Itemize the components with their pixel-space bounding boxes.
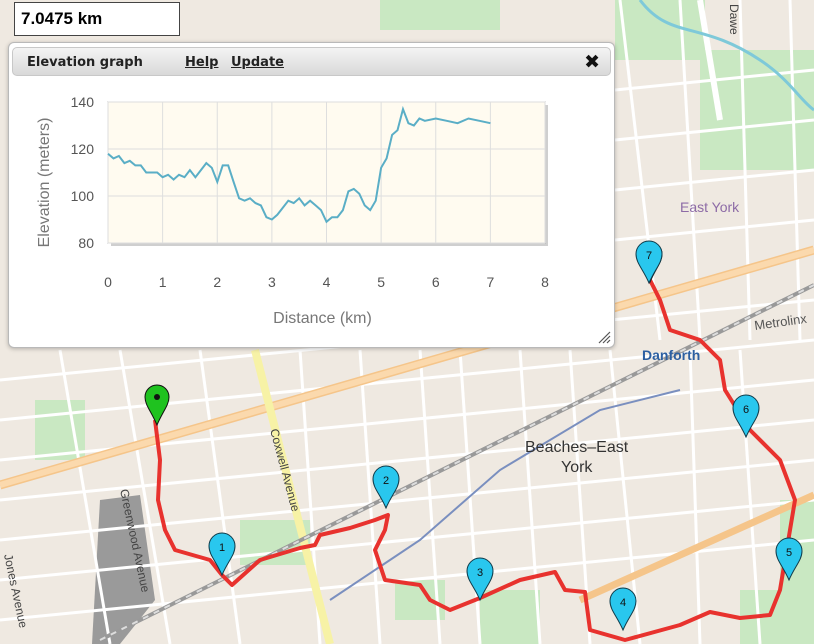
resize-grip-icon[interactable] <box>597 330 611 344</box>
elevation-series-line <box>107 105 491 224</box>
x-tick-label: 6 <box>432 274 440 290</box>
waypoint-marker-5[interactable]: 5 <box>775 537 803 582</box>
waypoint-label-2: 2 <box>383 475 389 487</box>
waypoint-marker-6[interactable]: 6 <box>732 394 760 439</box>
waypoint-label-6: 6 <box>743 404 749 416</box>
elevation-chart: 0 1 2 3 4 5 6 7 8 80 100 120 140 Distance (km) Elevati… <box>36 94 549 327</box>
waypoint-label-4: 4 <box>620 597 626 609</box>
label-dawes: Dawe <box>727 4 741 35</box>
waypoint-label-5: 5 <box>786 547 792 559</box>
label-danforth: Danforth <box>642 347 700 363</box>
y-tick-label: 80 <box>78 235 94 251</box>
help-link[interactable]: Help <box>185 55 219 70</box>
route-path <box>153 279 797 642</box>
label-east-york: East York <box>680 199 740 215</box>
y-tick-label: 120 <box>71 141 95 157</box>
x-tick-label: 4 <box>323 274 331 290</box>
subway-line <box>329 389 681 601</box>
x-tick-label: 5 <box>377 274 385 290</box>
y-axis-label: Elevation (meters) <box>36 118 53 248</box>
creek <box>638 0 814 112</box>
elevation-panel: Elevation graph Help Update ✖ 0 1 2 3 4 5 6 7 8 8… <box>8 42 615 348</box>
rail-line <box>99 283 814 642</box>
waypoint-label-1: 1 <box>219 542 225 554</box>
x-axis-label: Distance (km) <box>273 310 372 327</box>
elevation-panel-title: Elevation graph <box>27 55 143 70</box>
distance-readout: 7.0475 km <box>14 2 180 36</box>
elevation-panel-header[interactable]: Elevation graph Help Update ✖ <box>12 47 611 76</box>
start-marker[interactable] <box>144 384 170 427</box>
label-beaches-east-york-1: Beaches–East <box>525 439 629 456</box>
waypoint-marker-7[interactable]: 7 <box>635 240 663 285</box>
x-tick-label: 0 <box>104 274 112 290</box>
label-beaches-east-york-2: York <box>561 459 593 476</box>
x-tick-label: 7 <box>486 274 494 290</box>
x-tick-label: 1 <box>159 274 167 290</box>
waypoint-marker-4[interactable]: 4 <box>609 587 637 632</box>
x-tick-label: 2 <box>213 274 221 290</box>
waypoint-marker-3[interactable]: 3 <box>466 557 494 602</box>
waypoint-label-3: 3 <box>477 567 483 579</box>
y-tick-label: 140 <box>71 94 95 110</box>
x-tick-label: 3 <box>268 274 276 290</box>
x-tick-label: 8 <box>541 274 549 290</box>
y-tick-label: 100 <box>71 188 95 204</box>
update-link[interactable]: Update <box>231 55 284 70</box>
label-metrolinx: Metrolinx <box>753 311 808 333</box>
waypoint-marker-1[interactable]: 1 <box>208 532 236 577</box>
close-icon[interactable]: ✖ <box>584 51 600 73</box>
waypoint-marker-2[interactable]: 2 <box>372 465 400 510</box>
waypoint-label-7: 7 <box>646 250 652 262</box>
